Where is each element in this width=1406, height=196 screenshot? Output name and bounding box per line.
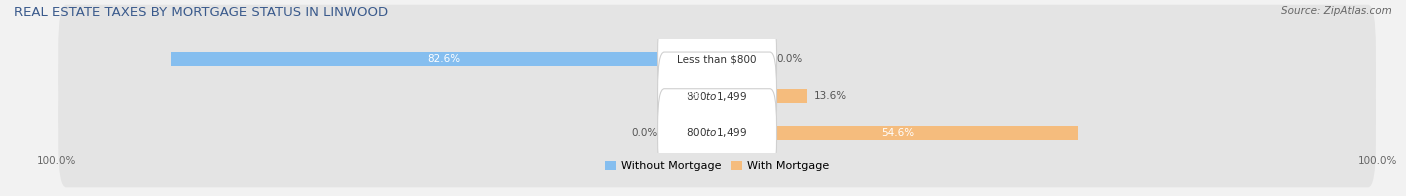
Text: 0.0%: 0.0%: [631, 128, 658, 138]
FancyBboxPatch shape: [58, 78, 1376, 187]
Text: 0.0%: 0.0%: [776, 54, 803, 64]
Bar: [717, 89, 807, 103]
Text: 13.6%: 13.6%: [814, 91, 846, 101]
FancyBboxPatch shape: [58, 5, 1376, 114]
Bar: [659, 89, 717, 103]
Text: $800 to $1,499: $800 to $1,499: [686, 90, 748, 103]
Text: 54.6%: 54.6%: [882, 128, 914, 138]
Bar: [717, 126, 1078, 140]
Text: Less than $800: Less than $800: [678, 54, 756, 64]
FancyBboxPatch shape: [658, 15, 776, 103]
Text: 82.6%: 82.6%: [427, 54, 461, 64]
Legend: Without Mortgage, With Mortgage: Without Mortgage, With Mortgage: [600, 157, 834, 176]
Text: 8.7%: 8.7%: [675, 91, 702, 101]
Bar: [172, 52, 717, 66]
FancyBboxPatch shape: [658, 52, 776, 140]
Text: $800 to $1,499: $800 to $1,499: [686, 126, 748, 139]
Text: REAL ESTATE TAXES BY MORTGAGE STATUS IN LINWOOD: REAL ESTATE TAXES BY MORTGAGE STATUS IN …: [14, 6, 388, 19]
FancyBboxPatch shape: [58, 41, 1376, 151]
Text: Source: ZipAtlas.com: Source: ZipAtlas.com: [1281, 6, 1392, 16]
FancyBboxPatch shape: [658, 89, 776, 177]
